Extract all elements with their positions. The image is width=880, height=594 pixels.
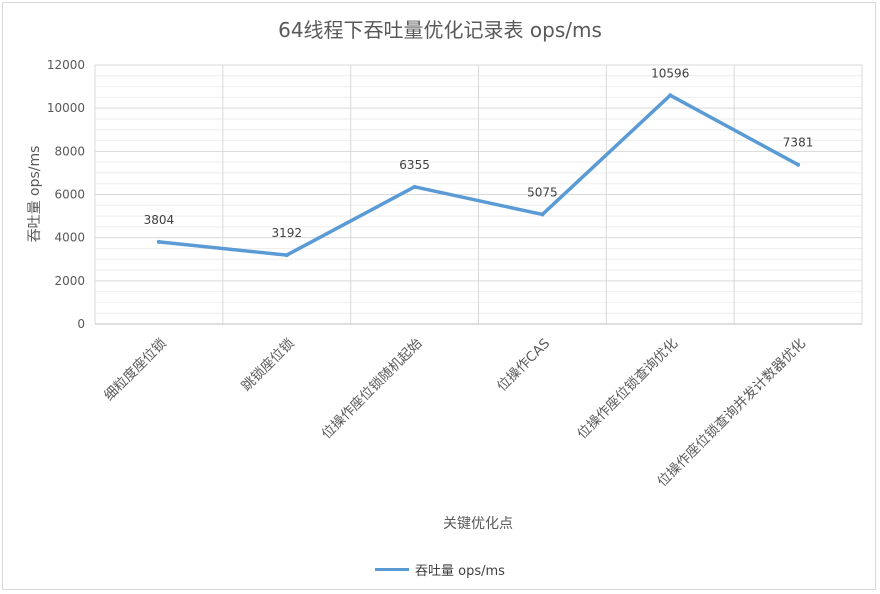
series-layer: [156, 93, 801, 258]
data-label: 5075: [527, 185, 558, 199]
legend: 吞吐量 ops/ms: [0, 560, 880, 579]
chart-title: 64线程下吞吐量优化记录表 ops/ms: [278, 18, 602, 42]
y-tick-label: 6000: [54, 188, 85, 202]
label-layer: 3804 3192 6355 5075 10596 7381: [144, 66, 814, 240]
data-label: 6355: [399, 158, 430, 172]
data-point: [412, 184, 417, 189]
x-tick-label: 位操作座位锁查询优化: [574, 336, 681, 443]
y-axis-title: 吞吐量 ops/ms: [27, 146, 43, 243]
data-label: 10596: [651, 66, 689, 80]
data-point: [540, 212, 545, 217]
grid-layer: [94, 64, 863, 325]
series-line: [157, 93, 800, 257]
x-tick-label: 位操作CAS: [494, 336, 553, 395]
y-tick-label: 10000: [47, 101, 85, 115]
x-tick-label: 跳锁座位锁: [239, 336, 298, 395]
data-point: [796, 162, 801, 167]
y-tick-label: 4000: [54, 231, 85, 245]
data-label: 3804: [144, 213, 175, 227]
x-tick-label: 位操作座位锁随机起始: [319, 335, 426, 442]
data-point: [668, 93, 673, 98]
x-axis-title: 关键优化点: [443, 516, 513, 532]
legend-label: 吞吐量 ops/ms: [415, 564, 505, 579]
y-tick-label: 2000: [54, 274, 85, 288]
y-tick-label: 0: [77, 317, 85, 331]
y-tick-label: 12000: [47, 58, 85, 72]
data-point: [284, 253, 289, 258]
y-tick-label: 8000: [54, 144, 85, 158]
x-tick-label: 位操作座位锁查询并发计数器优化: [654, 336, 809, 491]
data-label: 7381: [783, 136, 814, 150]
legend-swatch: [375, 568, 410, 571]
data-label: 3192: [271, 226, 302, 240]
data-point: [156, 239, 161, 244]
x-tick-label: 细粒度座位锁: [101, 336, 170, 405]
